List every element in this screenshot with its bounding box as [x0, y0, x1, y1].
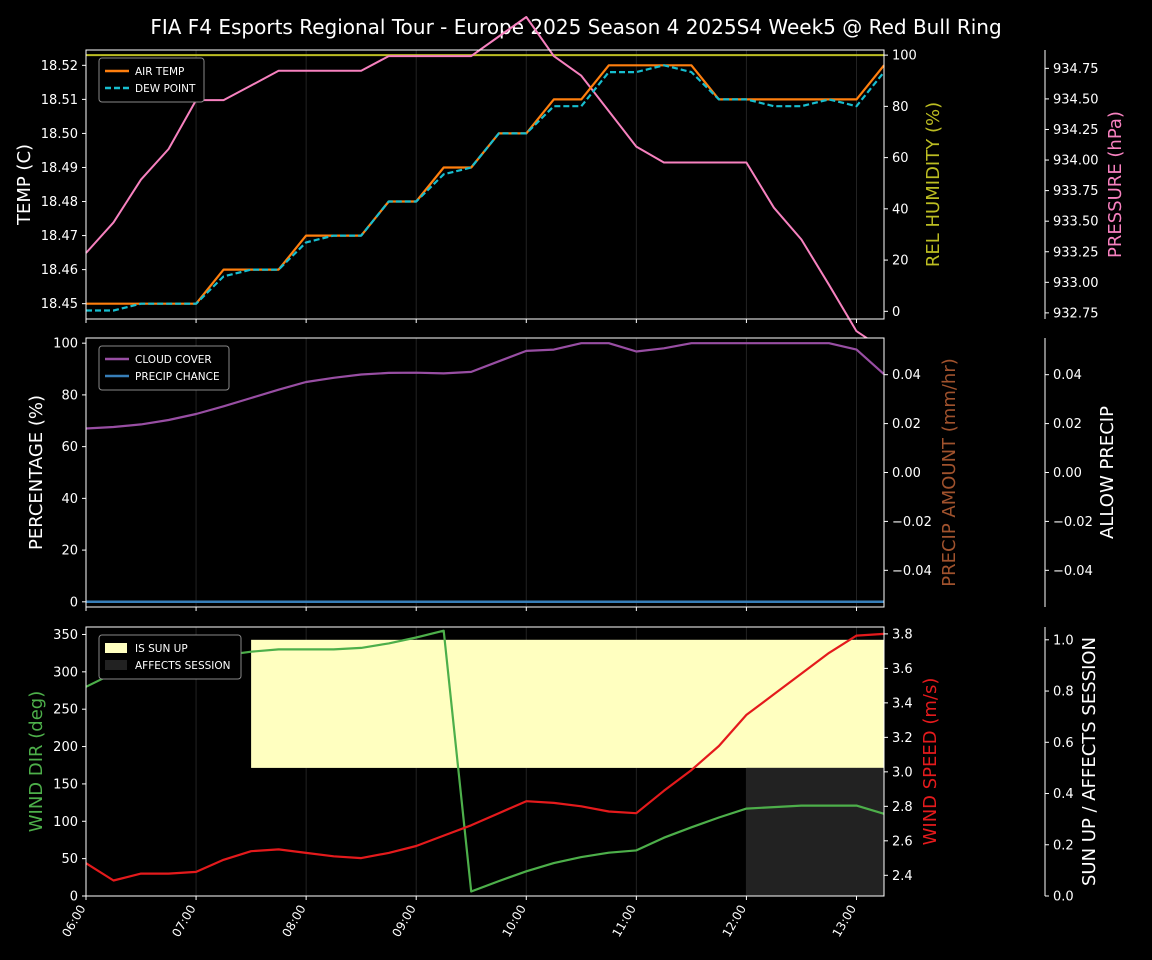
panel-1-background	[86, 50, 884, 319]
legend-middle-entry: CLOUD COVER	[135, 354, 212, 366]
allow-precip-axis-tick-label: −0.04	[1053, 564, 1093, 579]
wind-speed-axis-tick-label: 2.4	[892, 869, 913, 884]
humidity-axis-tick-label: 20	[892, 254, 909, 269]
wind-speed-axis-tick-label: 2.6	[892, 834, 913, 849]
legend-middle-entry: PRECIP CHANCE	[135, 371, 220, 383]
dew-point-line	[86, 64, 885, 312]
wind-dir-axis-tick-label: 300	[53, 665, 78, 680]
sun-axis-tick-label: 0.4	[1053, 787, 1074, 802]
pressure-axis-tick-label: 934.25	[1053, 123, 1099, 138]
allow-precip-axis-tick-label: 0.00	[1053, 466, 1082, 481]
legend-top-entry: AIR TEMP	[135, 66, 184, 78]
wind-speed-axis-label: WIND SPEED (m/s)	[920, 678, 941, 846]
pressure-axis-label: PRESSURE (hPa)	[1105, 111, 1126, 258]
percentage-axis-tick-label: 80	[61, 388, 78, 403]
humidity-axis-tick-label: 80	[892, 100, 909, 115]
pressure-axis-tick-label: 932.75	[1053, 306, 1099, 321]
humidity-axis-tick-label: 40	[892, 202, 909, 217]
legend-top-box	[98, 57, 205, 103]
sun-axis-tick-label: 0.0	[1053, 890, 1074, 905]
chart-panels: 18.45 18.46 18.47 18.48 18.49 18.50 18.51 18.52…	[14, 16, 1126, 939]
wind-speed-axis-tick-label: 3.8	[892, 627, 913, 642]
pressure-axis-tick-label: 934.75	[1053, 62, 1099, 77]
legend-bottom-entry: AFFECTS SESSION	[135, 660, 231, 672]
cloud-cover-line	[85, 342, 885, 430]
allow-precip-axis-tick-label: −0.02	[1053, 515, 1093, 530]
sun-axis-tick-label: 0.2	[1053, 838, 1074, 853]
temp-axis-label: TEMP (C)	[14, 144, 35, 226]
sun-axis-tick-label: 0.6	[1053, 736, 1074, 751]
temp-axis-tick-label: 18.45	[41, 297, 78, 312]
wind-speed-axis-tick-label: 2.8	[892, 800, 913, 815]
wind-speed-line	[85, 632, 885, 882]
sun-axis-tick-label: 0.8	[1053, 685, 1074, 700]
sun-up-band	[251, 639, 884, 768]
allow-precip-axis-label: ALLOW PRECIP	[1097, 406, 1118, 539]
temp-axis-tick-label: 18.47	[41, 229, 78, 244]
wind-speed-axis-tick-label: 3.4	[892, 696, 913, 711]
precip-amount-axis-tick-label: −0.04	[892, 564, 932, 579]
percentage-axis-tick-label: 20	[61, 544, 78, 559]
pressure-axis-tick-label: 934.50	[1053, 92, 1099, 107]
panel-1-border	[85, 49, 885, 320]
wind-dir-axis-tick-label: 150	[53, 777, 78, 792]
wind-dir-axis-tick-label: 250	[53, 703, 78, 718]
temp-axis-tick-label: 18.50	[41, 127, 78, 142]
wind-dir-axis-tick-label: 200	[53, 740, 78, 755]
wind-dir-axis-tick-label: 0	[70, 890, 78, 905]
humidity-axis-tick-label: 60	[892, 151, 909, 166]
pressure-axis-tick-label: 933.50	[1053, 215, 1099, 230]
pressure-axis-tick-label: 934.00	[1053, 154, 1099, 169]
wind-dir-axis-label: WIND DIR (deg)	[26, 691, 47, 833]
temp-axis-tick-label: 18.52	[41, 59, 78, 74]
wind-dir-axis-tick-label: 350	[53, 628, 78, 643]
percentage-axis-tick-label: 100	[53, 337, 78, 352]
panel-3-border	[85, 626, 885, 897]
temp-axis-tick-label: 18.49	[41, 161, 78, 176]
temp-axis-tick-label: 18.48	[41, 195, 78, 210]
legend-bottom-swatch	[105, 643, 127, 653]
pressure-axis-tick-label: 933.00	[1053, 276, 1099, 291]
percentage-axis-tick-label: 60	[61, 440, 78, 455]
percentage-axis-tick-label: 0	[70, 595, 78, 610]
wind-dir-axis-tick-label: 100	[53, 815, 78, 830]
precip-amount-axis-tick-label: 0.02	[892, 417, 921, 432]
percentage-axis-label: PERCENTAGE (%)	[26, 395, 47, 550]
temp-axis-tick-label: 18.51	[41, 93, 78, 108]
precip-amount-axis-tick-label: −0.02	[892, 515, 932, 530]
percentage-axis-tick-label: 40	[61, 492, 78, 507]
humidity-axis-tick-label: 0	[892, 305, 900, 320]
precip-amount-axis-tick-label: 0.00	[892, 466, 921, 481]
affects-session-band	[746, 767, 884, 896]
legend-bottom-swatch	[105, 660, 127, 670]
pressure-line	[85, 16, 885, 351]
wind-dir-axis-tick-label: 50	[61, 852, 78, 867]
pressure-axis-tick-label: 933.25	[1053, 245, 1099, 260]
legend-bottom-entry: IS SUN UP	[135, 643, 188, 655]
sun-axis-tick-label: 1.0	[1053, 633, 1074, 648]
legend-bottom-box	[98, 634, 242, 680]
allow-precip-axis-tick-label: 0.02	[1053, 417, 1082, 432]
legend-top-entry: DEW POINT	[135, 83, 196, 95]
precip-amount-axis-label: PRECIP AMOUNT (mm/hr)	[939, 358, 960, 587]
legend-middle-box	[98, 345, 230, 391]
pressure-axis-tick-label: 933.75	[1053, 184, 1099, 199]
humidity-axis-label: REL HUMIDITY (%)	[923, 102, 944, 267]
sun-axis-label: SUN UP / AFFECTS SESSION	[1079, 637, 1100, 886]
precip-amount-axis-tick-label: 0.04	[892, 368, 921, 383]
chart-title: FIA F4 Esports Regional Tour - Europe 20…	[150, 15, 1001, 39]
temp-axis-tick-label: 18.46	[41, 263, 78, 278]
wind-speed-axis-tick-label: 3.6	[892, 662, 913, 677]
wind-speed-axis-tick-label: 3.0	[892, 765, 913, 780]
allow-precip-axis-tick-label: 0.04	[1053, 368, 1082, 383]
humidity-axis-tick-label: 100	[892, 49, 917, 64]
wind-speed-axis-tick-label: 3.2	[892, 731, 913, 746]
